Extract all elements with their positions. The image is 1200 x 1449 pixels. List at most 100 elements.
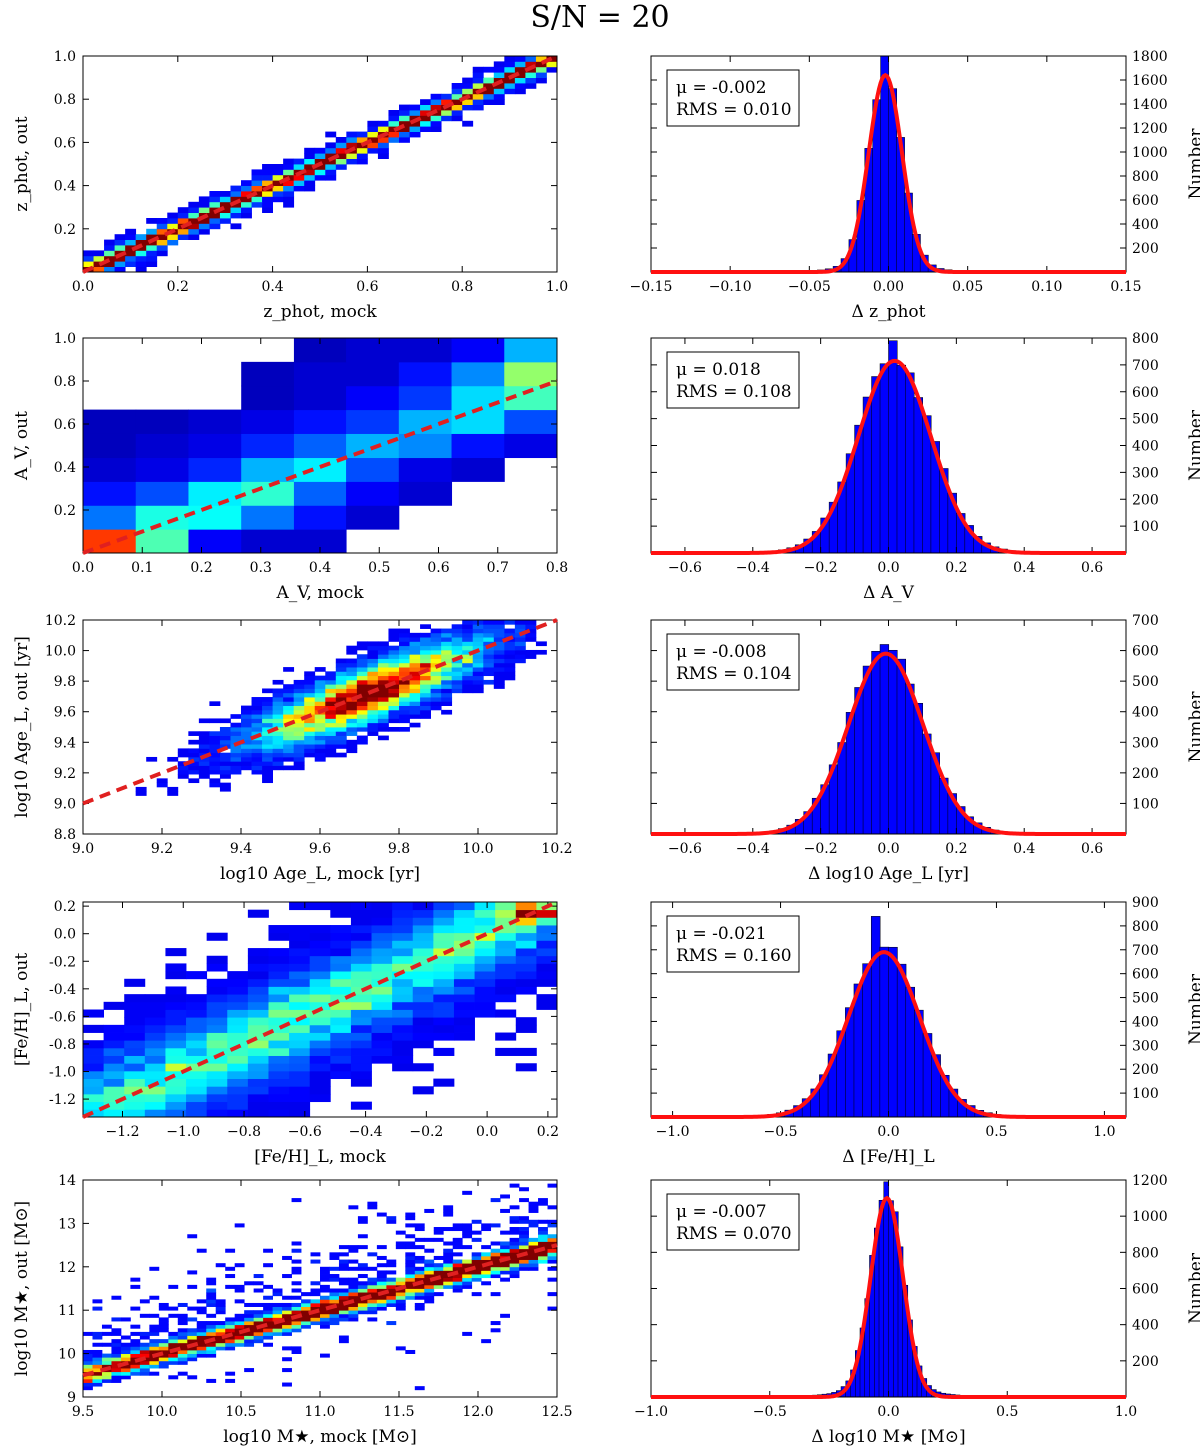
heatmap-cell	[420, 679, 431, 685]
heatmap-cell	[304, 147, 316, 154]
heatmap-cell	[483, 632, 495, 638]
heatmap-cell	[392, 986, 414, 995]
heatmap-cell	[219, 718, 231, 724]
heatmap-cell	[538, 1255, 548, 1260]
heatmap-cell	[268, 1078, 290, 1087]
heatmap-cell	[495, 1047, 517, 1056]
heatmap-cell	[547, 1255, 558, 1260]
heatmap-cell	[493, 61, 505, 68]
histogram-bars	[760, 1181, 1018, 1398]
heatmap-cell	[215, 1335, 226, 1340]
heatmap-cell	[177, 1328, 188, 1333]
heatmap-cell	[409, 667, 421, 672]
heatmap-cell	[149, 1357, 160, 1362]
heatmap-cell	[412, 955, 434, 964]
heatmap-cell	[262, 727, 273, 732]
heatmap-cell	[350, 994, 372, 1003]
heatmap-cell	[309, 1063, 331, 1072]
gaussian-fit-line	[651, 1195, 1126, 1399]
heatmap-cell	[253, 1302, 264, 1307]
heatmap-cell	[165, 948, 187, 957]
heatmap-cell	[474, 1001, 496, 1010]
heatmap-cell	[289, 994, 311, 1003]
heatmap-cell	[329, 1317, 340, 1322]
heatmap-cell	[263, 1335, 273, 1340]
heatmap-cell	[538, 1237, 548, 1242]
heatmap-cell	[289, 1009, 311, 1018]
heatmap-cell	[338, 1292, 349, 1297]
heatmap-cell	[376, 1245, 387, 1250]
heatmap-cell	[346, 658, 358, 664]
heatmap-cell	[420, 714, 431, 719]
x-tick-label: 0.0	[72, 279, 94, 295]
heatmap-cell	[536, 978, 558, 987]
heatmap-cell	[474, 909, 496, 918]
heatmap-cell	[139, 1349, 150, 1354]
heatmap-cell	[356, 137, 368, 143]
heatmap-cell	[247, 1024, 269, 1033]
heatmap-cell	[388, 675, 400, 681]
heatmap-cell	[304, 185, 316, 192]
heatmap-cell	[329, 1292, 340, 1297]
heatmap-cell	[111, 1346, 122, 1351]
heatmap-cell	[206, 1109, 228, 1118]
x-tick-label: −0.6	[668, 841, 702, 857]
heatmap-cell	[388, 645, 400, 651]
heatmap-cell	[282, 1313, 292, 1318]
heatmap-cell	[83, 1055, 105, 1064]
heatmap-cell	[330, 1009, 352, 1018]
heatmap-cell	[329, 1321, 340, 1326]
heatmap-cell	[451, 457, 505, 482]
heatmap-cell	[346, 662, 358, 668]
heatmap-cell	[430, 692, 442, 698]
y-tick-label: 8.8	[54, 827, 76, 843]
heatmap-cell	[346, 158, 358, 165]
heatmap-cell	[493, 66, 505, 73]
heatmap-cell	[83, 1047, 105, 1056]
heatmap-cell	[430, 705, 442, 711]
heatmap-cell	[377, 718, 389, 724]
plot-frame	[82, 901, 558, 1118]
heatmap-cell	[451, 104, 463, 111]
heatmap-cell	[291, 1328, 302, 1333]
heatmap-cell	[388, 654, 400, 659]
heatmap-cell	[348, 1317, 359, 1322]
heatmap-cell	[519, 1216, 529, 1221]
heatmap-cell	[451, 409, 505, 434]
heatmap-cell	[196, 1349, 207, 1354]
heatmap-cell	[309, 955, 331, 964]
feh-scatter-panel: −1.2 −1.0 −0.8 −0.6 −0.4 −0.2 0.0 0.2-1.2-1.0-0…	[12, 899, 559, 1167]
heatmap-cell	[405, 1241, 416, 1246]
heatmap-cell	[165, 1024, 187, 1033]
heatmap-cell	[268, 1086, 290, 1095]
heatmap-cell	[135, 529, 189, 554]
identity-line	[82, 54, 558, 274]
heatmap-cell	[377, 688, 389, 694]
heatmap-cell	[357, 1234, 368, 1239]
x-tick-label: −0.4	[736, 560, 770, 576]
y-axis-label: z_phot, out	[12, 116, 32, 211]
heatmap-cell	[268, 1109, 290, 1118]
heatmap-cell	[251, 727, 263, 732]
heatmap-cell	[114, 234, 126, 240]
heatmap-cell	[282, 1306, 292, 1311]
heatmap-cell	[405, 1277, 416, 1282]
heatmap-cell	[424, 1259, 435, 1264]
heatmap-cell	[504, 56, 516, 62]
heatmap-cell	[241, 739, 252, 745]
heatmap-cell	[219, 774, 231, 779]
heatmap-cell	[168, 1346, 179, 1351]
heatmap-cell	[289, 1001, 311, 1010]
y-tick-label: 9.4	[54, 735, 76, 751]
heatmap-cell	[144, 1070, 166, 1080]
heatmap-cell	[433, 1263, 444, 1268]
heatmap-cell	[325, 679, 337, 685]
heatmap-cell	[430, 654, 442, 659]
y-tick-label: 600	[1132, 1282, 1159, 1298]
heatmap-cell	[377, 641, 389, 647]
y-tick-label: -1.0	[49, 1065, 76, 1081]
heatmap-cell	[310, 1313, 321, 1318]
heatmap-cell	[420, 126, 431, 132]
heatmap-cell	[268, 963, 290, 972]
heatmap-cell	[335, 744, 347, 749]
